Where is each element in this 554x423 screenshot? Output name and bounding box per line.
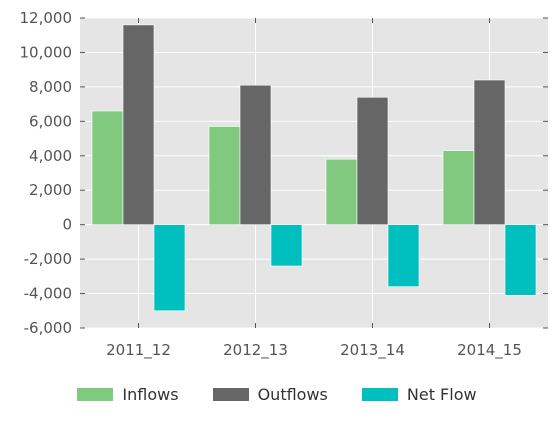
legend-item: Inflows (77, 385, 179, 404)
legend-item: Net Flow (361, 385, 477, 404)
x-tick-label: 2011_12 (106, 341, 171, 360)
legend-swatch (361, 388, 398, 401)
legend-swatch (77, 388, 114, 401)
y-tick-label: -6,000 (24, 319, 72, 337)
bar-net-flow (270, 224, 303, 267)
legend-label: Net Flow (406, 385, 477, 404)
y-tick-label: 0 (62, 216, 72, 234)
y-tick-label: 6,000 (29, 112, 72, 130)
bar-outflows (356, 96, 389, 225)
legend-swatch (212, 388, 249, 401)
y-tick-label: 2,000 (29, 181, 72, 199)
y-tick-label: 8,000 (29, 78, 72, 96)
axes: -6,000 -4,000 -2,000 0 2,000 4,000 6,000 8,000 1… (20, 9, 548, 360)
y-tick-label: 12,000 (20, 9, 73, 27)
bar-outflows (239, 84, 272, 225)
x-tick-label: 2012_13 (223, 341, 288, 360)
legend: Inflows Outflows Net Flow (0, 385, 554, 404)
bar-inflows (442, 150, 475, 225)
y-tick-label: 4,000 (29, 147, 72, 165)
bars (91, 24, 537, 312)
y-tick-label: -4,000 (24, 285, 72, 303)
bar-net-flow (504, 224, 537, 296)
x-tick-label: 2013_14 (340, 341, 405, 360)
bar-inflows (91, 110, 124, 225)
x-tick-label: 2014_15 (457, 341, 522, 360)
y-tick-label: -2,000 (24, 250, 72, 268)
bar-inflows (208, 126, 241, 225)
bar-net-flow (387, 224, 420, 287)
bar-outflows (473, 79, 506, 225)
bar-outflows (122, 24, 155, 225)
legend-label: Outflows (257, 385, 328, 404)
bar-net-flow (153, 224, 186, 312)
legend-item: Outflows (212, 385, 328, 404)
bar-inflows (325, 158, 358, 225)
y-tick-label: 10,000 (20, 43, 73, 61)
legend-label: Inflows (122, 385, 179, 404)
